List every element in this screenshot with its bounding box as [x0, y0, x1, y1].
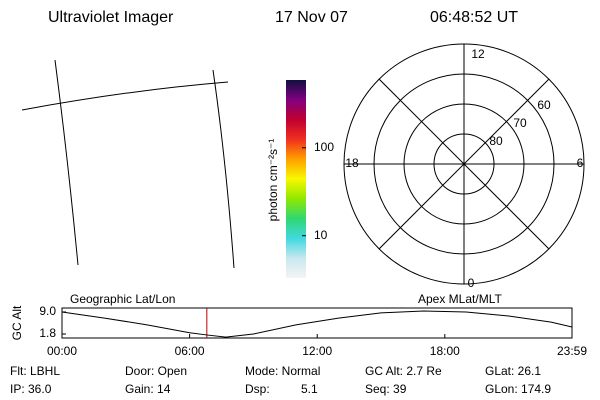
geo-grid	[21, 59, 235, 269]
lat-circle	[433, 133, 495, 195]
colorbar-tick-label: 10	[314, 228, 328, 242]
info-field: GLon: 174.9	[485, 382, 551, 396]
y-axis-label: GC Alt	[10, 305, 24, 340]
lat-label: 80	[489, 134, 503, 148]
alt-line	[61, 310, 573, 338]
colorbar	[286, 80, 306, 278]
info-field: GLat: 26.1	[485, 364, 541, 378]
x-tick-label: 06:00	[175, 344, 205, 358]
lat-circle	[373, 73, 555, 255]
info-field: Mode: Normal	[245, 364, 320, 378]
colorbar-label: photon cm⁻²s⁻¹	[266, 139, 280, 222]
mlt-label: 12	[471, 47, 485, 61]
right-label: Apex MLat/MLT	[418, 292, 502, 306]
info-field: Gain: 14	[125, 382, 171, 396]
x-tick-label: 18:00	[430, 344, 460, 358]
lat-label: 60	[537, 98, 551, 112]
info-field: Dsp:	[245, 382, 270, 396]
mlt-label: 18	[345, 156, 359, 170]
info-field: Flt: LBHL	[10, 364, 60, 378]
left-label: Geographic Lat/Lon	[70, 292, 175, 306]
x-tick-label: 00:00	[47, 344, 77, 358]
lat-circle	[403, 103, 525, 225]
mlt-label: 6	[577, 156, 584, 170]
date: 17 Nov 07	[275, 9, 348, 26]
mlt-label: 0	[468, 276, 475, 290]
info-field: GC Alt: 2.7 Re	[365, 364, 442, 378]
info-field: Seq: 39	[365, 382, 407, 396]
info-field: Door: Open	[125, 364, 187, 378]
time: 06:48:52 UT	[430, 9, 518, 26]
dsp-value: 5.1	[301, 382, 318, 396]
polar-outer	[343, 43, 585, 285]
polar-plot	[344, 44, 584, 284]
colorbar-tick-label: 100	[314, 140, 334, 154]
y-tick-label: 1.8	[39, 326, 56, 340]
y-tick-label: 9.0	[39, 304, 56, 318]
info-field: IP: 36.0	[10, 382, 52, 396]
x-tick-label: 23:59	[557, 344, 587, 358]
lat-label: 70	[513, 116, 527, 130]
title: Ultraviolet Imager	[48, 9, 174, 26]
x-tick-label: 12:00	[302, 344, 332, 358]
